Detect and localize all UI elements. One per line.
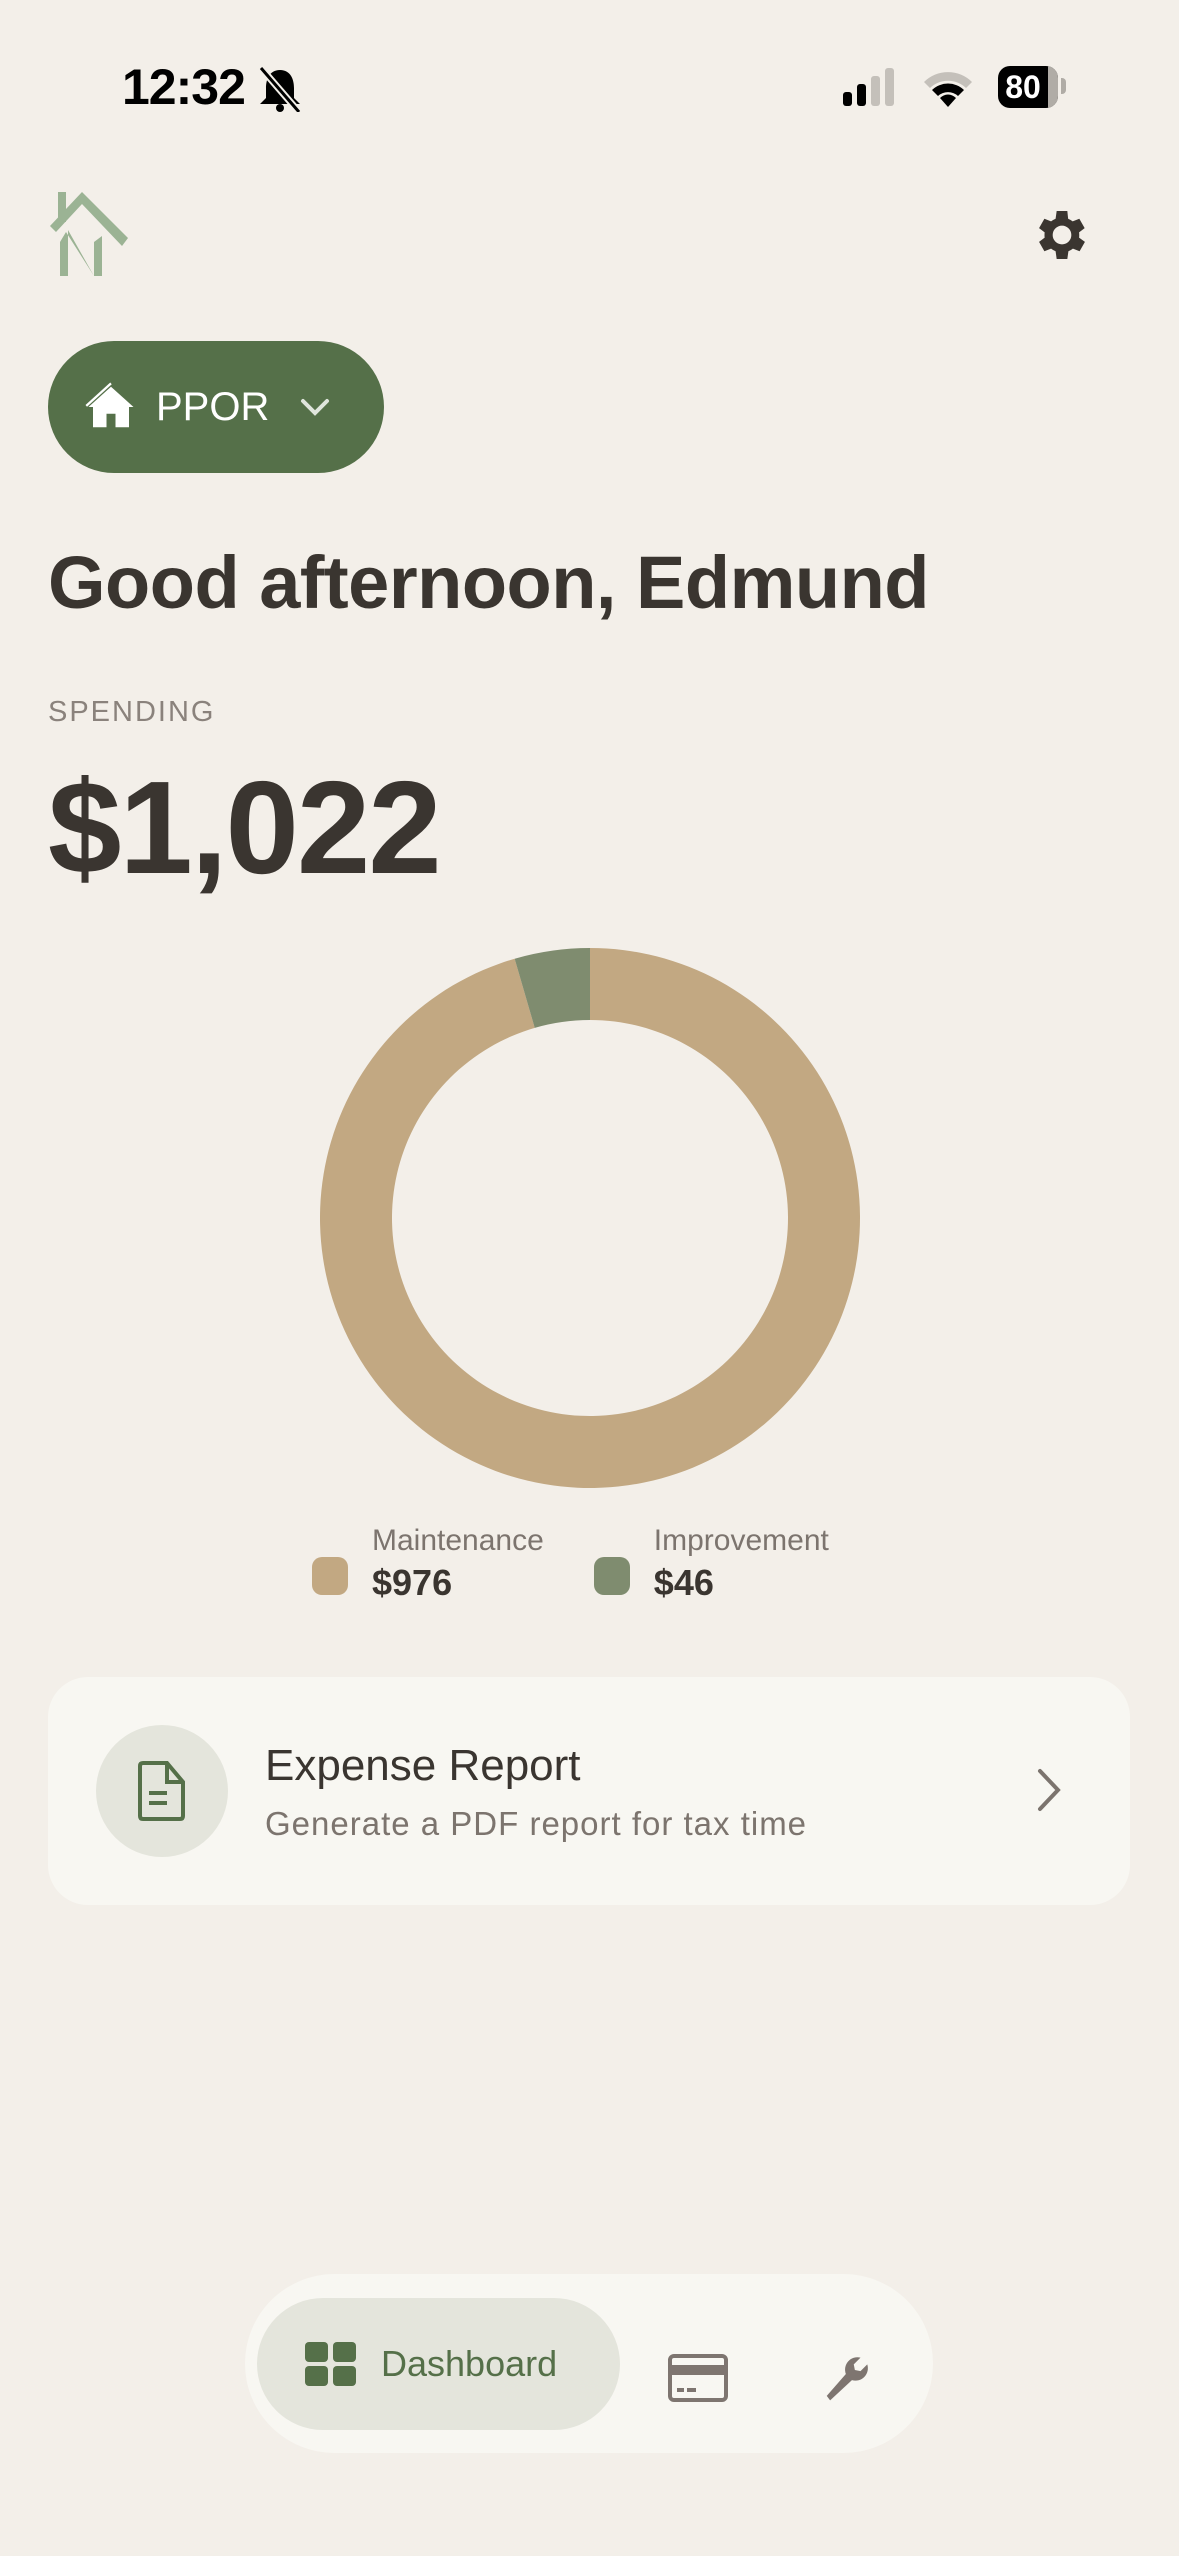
battery-level: 80 (1005, 69, 1041, 105)
house-icon (85, 382, 134, 428)
donut-slice-improvement (514, 948, 590, 1028)
chevron-right-icon (1038, 1769, 1061, 1811)
chevron-down-icon (301, 399, 330, 416)
spending-donut-chart (320, 948, 860, 1488)
wrench-icon[interactable] (820, 2352, 874, 2406)
expense-report-card[interactable]: Expense Report Generate a PDF report for… (48, 1677, 1130, 1905)
legend-label: Improvement (653, 1524, 829, 1557)
nav-label-dashboard: Dashboard (381, 2343, 558, 2384)
legend-item-improvement: Improvement $46 (593, 1524, 829, 1604)
grid-icon (305, 2342, 356, 2386)
document-icon-badge (96, 1725, 228, 1857)
chart-legend: Maintenance $976 Improvement $46 (312, 1524, 829, 1604)
document-icon (138, 1761, 185, 1821)
legend-item-maintenance: Maintenance $976 (312, 1524, 544, 1604)
legend-label: Maintenance (372, 1524, 544, 1557)
spending-total: $1,022 (48, 754, 442, 901)
legend-swatch-maintenance (312, 1557, 348, 1595)
donut-slice-maintenance (320, 948, 860, 1488)
bell-slash-icon (258, 66, 302, 112)
bottom-nav: Dashboard (245, 2274, 933, 2453)
app-logo (50, 192, 128, 276)
wifi-icon (924, 72, 972, 107)
battery-cap (1061, 78, 1066, 94)
greeting: Good afternoon, Edmund (48, 541, 930, 624)
legend-value: $976 (372, 1562, 453, 1603)
property-selector-button[interactable]: PPOR (48, 341, 384, 473)
battery-icon: 80 (998, 66, 1058, 108)
status-time: 12:32 (122, 59, 246, 115)
spending-label: SPENDING (48, 696, 216, 728)
nav-item-dashboard[interactable]: Dashboard (257, 2298, 620, 2430)
credit-card-icon[interactable] (668, 2354, 728, 2402)
legend-value: $46 (653, 1562, 714, 1603)
card-title: Expense Report (265, 1741, 581, 1790)
property-label: PPOR (156, 384, 270, 429)
card-subtitle: Generate a PDF report for tax time (265, 1805, 808, 1842)
gear-icon[interactable] (1030, 203, 1094, 267)
signal-icon (843, 68, 894, 106)
legend-swatch-improvement (593, 1557, 630, 1595)
